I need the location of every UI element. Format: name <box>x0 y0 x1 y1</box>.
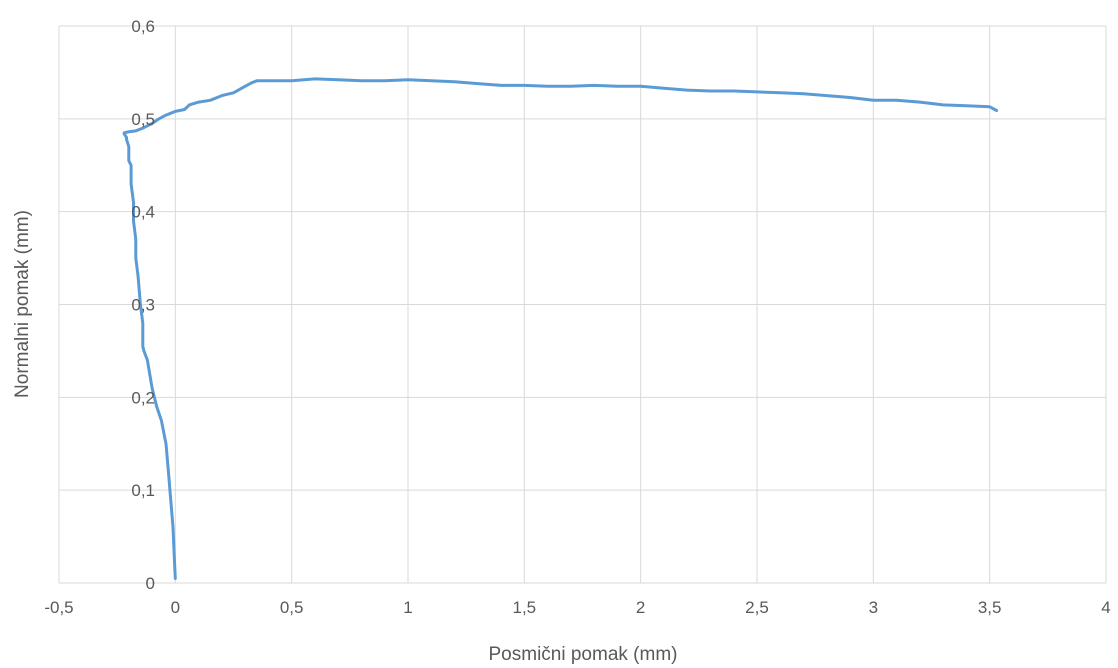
y-tick-label: 0,5 <box>131 110 155 129</box>
x-tick-label: 3 <box>869 598 878 617</box>
x-tick-label: 3,5 <box>978 598 1002 617</box>
y-tick-label: 0,1 <box>131 481 155 500</box>
x-tick-label: 1 <box>403 598 412 617</box>
x-tick-label: 2 <box>636 598 645 617</box>
y-tick-label: 0,4 <box>131 203 155 222</box>
y-gridlines <box>59 25 1106 584</box>
y-tick-label: 0 <box>146 574 155 593</box>
x-tick-label: 0,5 <box>280 598 304 617</box>
x-tick-label: -0,5 <box>44 598 73 617</box>
y-tick-label: 0,3 <box>131 296 155 315</box>
y-axis-title: Normalni pomak (mm) <box>12 210 33 398</box>
y-tick-label: 0,6 <box>131 17 155 36</box>
x-tick-label: 2,5 <box>745 598 769 617</box>
series-line <box>122 77 999 580</box>
x-tick-label: 0 <box>171 598 180 617</box>
x-tick-label: 1,5 <box>513 598 537 617</box>
plot-area <box>122 77 999 580</box>
x-tick-label: 4 <box>1101 598 1110 617</box>
y-axis-tick-labels: 0 0,1 0,2 0,3 0,4 0,5 0,6 <box>131 17 155 593</box>
x-axis-tick-labels: -0,5 0 0,5 1 1,5 2 2,5 3 3,5 4 <box>44 598 1110 617</box>
y-tick-label: 0,2 <box>131 388 155 407</box>
x-axis-title: Posmični pomak (mm) <box>489 644 678 665</box>
